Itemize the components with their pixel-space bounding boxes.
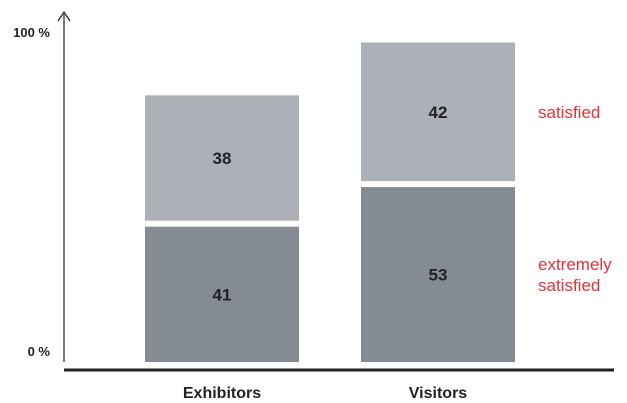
category-label-exhibitors: Exhibitors [183, 385, 261, 402]
data-label-visitors-satisfied: 42 [429, 103, 448, 122]
bar-visitors-extremely-satisfied [361, 187, 515, 362]
labels-layer: 41 38 Exhibitors 53 42 Visitors [183, 103, 467, 402]
bars-layer [145, 42, 515, 362]
data-label-exhibitors-extremely-satisfied: 41 [213, 285, 232, 304]
data-label-exhibitors-satisfied: 38 [213, 149, 232, 168]
legend-label-extremely-satisfied: extremely satisfied [538, 255, 612, 295]
data-label-visitors-extremely-satisfied: 53 [429, 266, 448, 285]
y-tick-label-max: 100 % [13, 25, 50, 40]
bar-exhibitors-satisfied [145, 95, 299, 221]
legend-label-satisfied: satisfied [538, 103, 600, 122]
y-axis-arrow [57, 10, 71, 22]
bar-exhibitors-extremely-satisfied [145, 226, 299, 362]
bar-visitors-satisfied [361, 42, 515, 182]
legend: extremely satisfied satisfied [538, 103, 612, 295]
y-tick-label-min: 0 % [28, 344, 51, 359]
category-label-visitors: Visitors [409, 385, 468, 402]
